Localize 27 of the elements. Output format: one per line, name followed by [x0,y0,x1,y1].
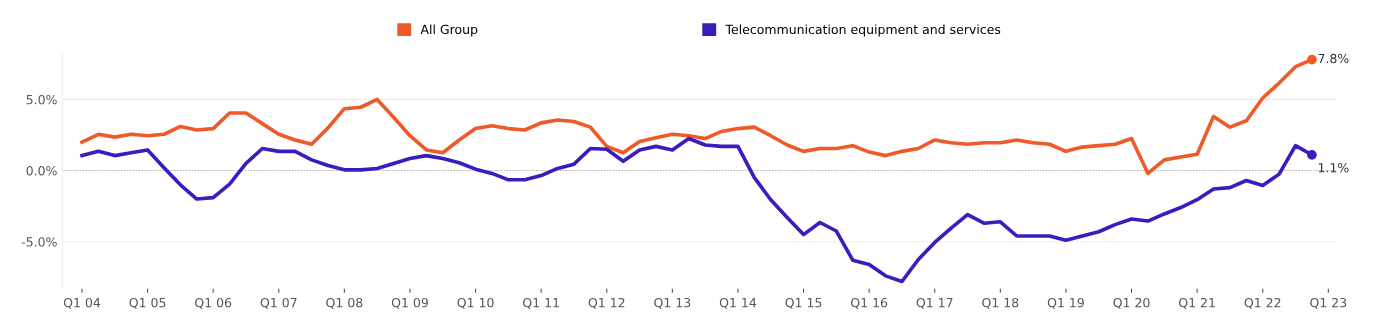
x-tick-label: Q1 18 [982,297,1019,309]
x-tick-label: Q1 23 [1310,297,1347,309]
x-tick-label: Q1 22 [1244,297,1281,309]
x-tick-label: Q1 04 [63,297,101,309]
x-tick-label: Q1 07 [260,297,297,309]
data-label: 1.1% [1318,162,1349,173]
y-tick-label: -5.0% [21,237,57,247]
x-tick-label: Q1 15 [785,297,822,309]
y-tick-label: 5.0% [26,94,57,105]
x-tick-label: Q1 20 [1113,297,1150,309]
x-tick-label: Q1 17 [916,297,953,309]
x-tick-label: Q1 14 [719,297,757,309]
legend-label: All Group [420,24,478,37]
x-tick-label: Q1 05 [129,297,166,309]
x-tick-label: Q1 21 [1179,297,1215,309]
x-tick-label: Q1 09 [391,297,428,309]
x-tick-label: Q1 11 [523,297,559,309]
data-label: 7.8% [1318,53,1349,64]
legend-label: Telecommunication equipment and services [725,24,1001,37]
x-tick-label: Q1 08 [326,297,363,309]
x-tick-label: Q1 12 [588,297,625,309]
x-tick-label: Q1 16 [851,297,888,309]
x-tick-label: Q1 19 [1047,297,1084,309]
x-tick-label: Q1 10 [457,297,494,309]
x-tick-label: Q1 13 [654,297,691,309]
y-tick-label: 0.0% [26,166,57,176]
x-tick-label: Q1 06 [195,297,232,309]
